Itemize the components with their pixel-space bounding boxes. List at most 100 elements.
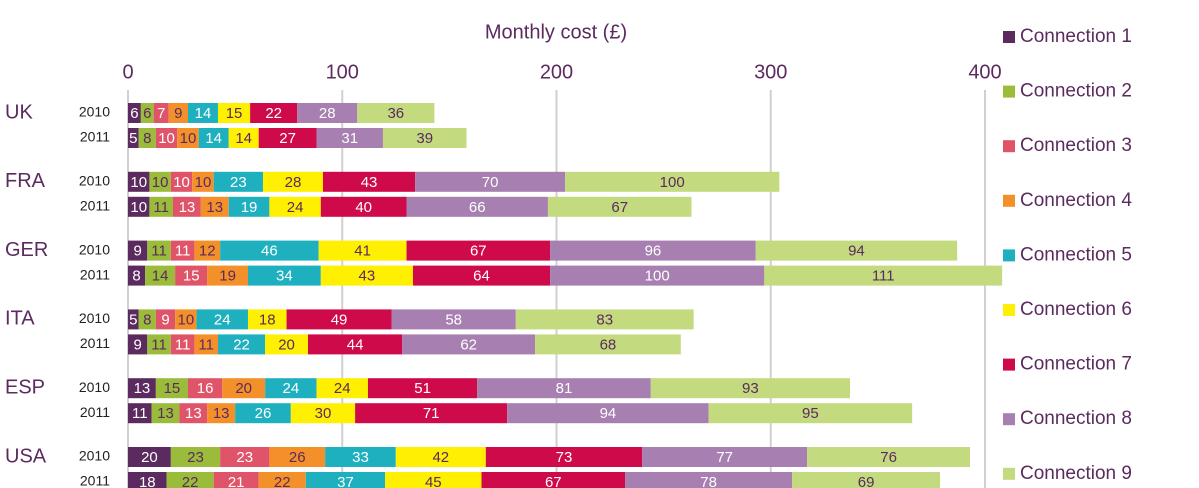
bar-segment <box>755 240 958 261</box>
y-tick-label: 2011 <box>80 335 110 351</box>
bar-segment <box>145 265 176 286</box>
bar-segment <box>316 378 368 399</box>
bar-segment <box>194 240 221 261</box>
data-label: 15 <box>183 268 200 285</box>
data-label: 94 <box>600 405 617 422</box>
bar-segment <box>177 128 199 148</box>
bar-segment <box>138 309 156 330</box>
bar-segment <box>128 309 139 330</box>
y-tick-label: 2010 <box>79 173 110 189</box>
x-tick-label: 300 <box>754 61 787 83</box>
legend-label: Connection 5 <box>1020 244 1132 265</box>
data-label: 40 <box>355 199 372 216</box>
bar-segment <box>147 334 171 355</box>
bar-segment <box>307 334 403 355</box>
data-label: 16 <box>197 380 214 397</box>
data-label: 13 <box>185 405 202 422</box>
bar-segment <box>200 196 229 217</box>
y-tick-label: 2011 <box>80 266 110 282</box>
bar-segment <box>550 265 765 286</box>
data-label: 64 <box>473 268 490 285</box>
bar-segment <box>515 309 694 330</box>
data-label: 10 <box>195 174 212 191</box>
data-label: 11 <box>198 336 214 353</box>
data-label: 43 <box>359 268 376 285</box>
data-label: 10 <box>158 130 175 147</box>
x-tick-label: 200 <box>540 61 573 83</box>
data-label: 9 <box>133 336 141 353</box>
bar-segment <box>247 309 287 330</box>
bar-segment <box>228 128 259 148</box>
data-label: 45 <box>425 474 442 488</box>
bar-segment <box>316 128 383 148</box>
data-label: 13 <box>206 199 223 216</box>
bar-segment <box>155 128 178 148</box>
x-tick-label: 400 <box>968 61 1001 83</box>
data-label: 10 <box>178 311 195 328</box>
data-label: 34 <box>276 268 293 285</box>
bar-segment <box>320 265 413 286</box>
data-label: 37 <box>337 474 354 488</box>
data-label: 66 <box>469 199 486 216</box>
bar-segment <box>128 171 150 192</box>
group-label: FRA <box>5 170 46 192</box>
bar-segment <box>265 378 317 399</box>
y-tick-label: 2011 <box>80 129 110 145</box>
y-tick-label: 2011 <box>80 404 110 420</box>
bar-segment <box>565 171 780 192</box>
data-label: 77 <box>716 449 733 466</box>
data-label: 22 <box>265 105 282 122</box>
x-tick-label: 0 <box>122 61 133 83</box>
bar-segment <box>807 447 971 467</box>
data-label: 67 <box>470 243 487 260</box>
bar-segment <box>320 196 407 217</box>
bar-segment <box>222 378 266 399</box>
bar-segment <box>235 403 291 424</box>
y-tick-label: 2010 <box>79 379 110 395</box>
data-label: 28 <box>285 174 302 191</box>
bar-segment <box>247 265 321 286</box>
data-label: 81 <box>556 380 573 397</box>
y-tick-label: 2011 <box>80 198 110 214</box>
data-label: 22 <box>233 336 250 353</box>
data-label: 93 <box>742 380 759 397</box>
data-label: 11 <box>175 243 191 260</box>
data-label: 8 <box>143 130 151 147</box>
bar-segment <box>153 103 169 123</box>
bar-segment <box>168 103 188 123</box>
data-label: 58 <box>445 311 462 328</box>
data-label: 30 <box>315 405 332 422</box>
data-label: 10 <box>180 130 197 147</box>
data-label: 71 <box>423 405 440 422</box>
data-label: 42 <box>432 449 449 466</box>
bar-segment <box>198 128 229 148</box>
bar-segment <box>147 240 171 261</box>
data-label: 15 <box>164 380 181 397</box>
x-tick-label: 100 <box>326 61 359 83</box>
data-label: 11 <box>175 336 191 353</box>
bar-segment <box>149 171 171 192</box>
bar-segment <box>166 472 214 488</box>
legend-swatch <box>1003 304 1015 316</box>
data-label: 83 <box>596 311 613 328</box>
bar-segment <box>213 171 263 192</box>
bar-segment <box>708 403 913 424</box>
bar-segment <box>507 403 709 424</box>
data-label: 24 <box>214 311 231 328</box>
bar-segment <box>217 103 251 123</box>
data-label: 10 <box>130 174 147 191</box>
bar-segment <box>265 334 308 355</box>
data-label: 68 <box>600 336 617 353</box>
group-label: UK <box>5 101 33 123</box>
data-label: 49 <box>331 311 348 328</box>
data-label: 96 <box>645 243 662 260</box>
legend-label: Connection 1 <box>1020 26 1132 47</box>
bar-segment <box>207 403 236 424</box>
data-label: 39 <box>416 130 433 147</box>
data-label: 14 <box>152 268 169 285</box>
bar-segment <box>406 240 551 261</box>
data-label: 27 <box>279 130 296 147</box>
legend-swatch <box>1003 249 1015 262</box>
